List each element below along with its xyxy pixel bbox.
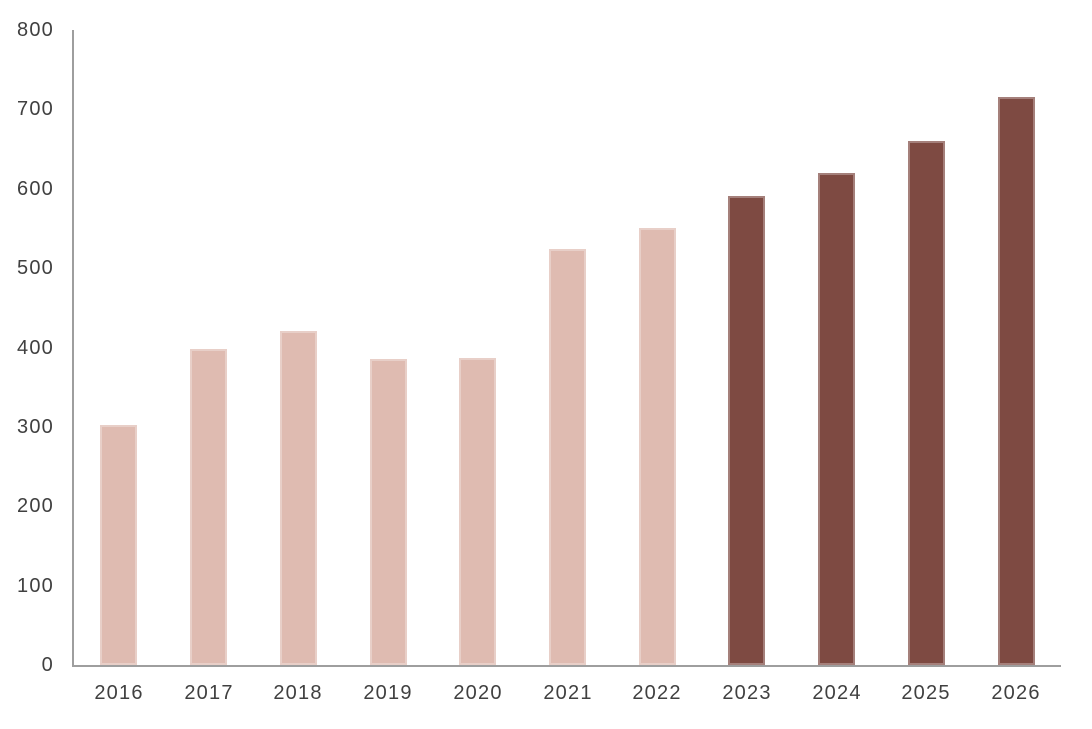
x-category-label: 2018 (273, 682, 323, 704)
x-category-label: 2023 (722, 682, 772, 704)
y-tick-label: 700 (17, 98, 54, 121)
x-category-label: 2022 (632, 682, 682, 704)
x-category-label: 2026 (991, 682, 1041, 704)
y-tick-label: 100 (17, 574, 54, 597)
bar-2017 (190, 349, 227, 665)
bar-2018 (280, 331, 317, 665)
y-tick-label: 500 (17, 257, 54, 280)
y-tick-label: 300 (17, 415, 54, 438)
x-category-label: 2021 (543, 682, 593, 704)
bar-2016 (100, 425, 137, 665)
y-tick-label: 0 (41, 654, 54, 676)
bar-2023 (728, 196, 765, 665)
x-category-label: 2024 (812, 682, 862, 704)
bar-2019 (370, 359, 407, 665)
bar-2024 (818, 173, 855, 665)
bar-2021 (549, 249, 586, 665)
y-axis-line (72, 30, 74, 667)
y-tick-label: 600 (17, 177, 54, 200)
x-axis-line (72, 665, 1061, 667)
y-tick-label: 200 (17, 495, 54, 518)
y-tick-label: 800 (17, 19, 54, 41)
bar-2022 (639, 228, 676, 665)
x-category-label: 2016 (94, 682, 144, 704)
bar-2026 (998, 97, 1035, 665)
x-category-label: 2020 (453, 682, 503, 704)
bar-2020 (459, 358, 496, 665)
x-category-label: 2017 (184, 682, 234, 704)
bar-2025 (908, 141, 945, 665)
x-category-label: 2019 (363, 682, 413, 704)
x-category-label: 2025 (901, 682, 951, 704)
y-tick-label: 400 (17, 336, 54, 359)
